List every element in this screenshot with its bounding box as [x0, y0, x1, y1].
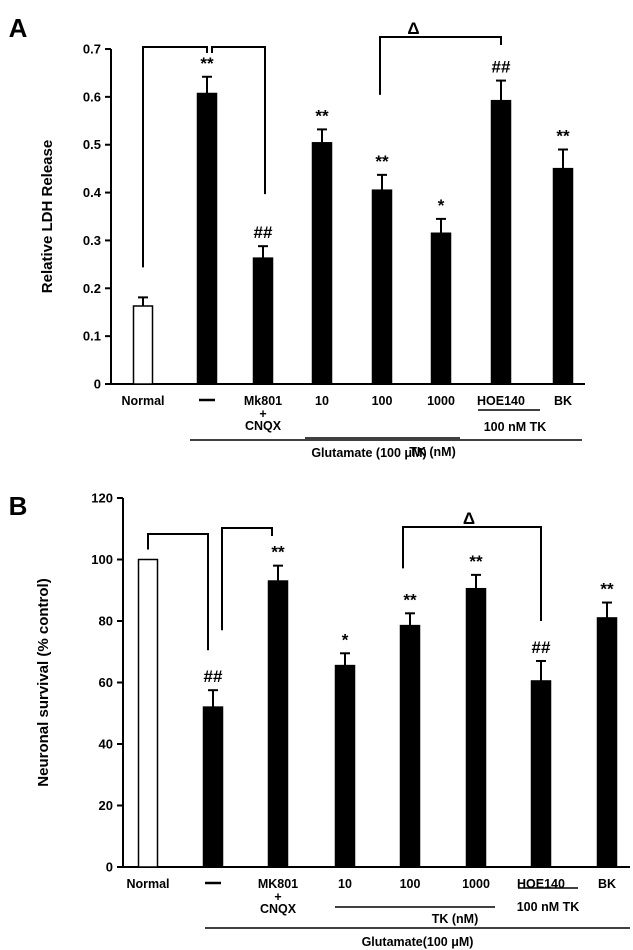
panel-label: A [9, 13, 28, 43]
category-label: 100 [400, 877, 421, 891]
category-label: Mk801 [244, 394, 282, 408]
comparison-bracket-delta [402, 526, 542, 621]
bar [490, 99, 512, 385]
significance-label: * [438, 196, 445, 215]
y-tick-label: 80 [99, 614, 113, 629]
bar [552, 167, 574, 385]
bar [430, 232, 452, 385]
panel-label: B [9, 491, 28, 521]
y-tick-label: 0.6 [83, 89, 101, 104]
category-label: Normal [126, 877, 169, 891]
category-label: 10 [315, 394, 329, 408]
comparison-delta-marker: Δ [463, 509, 475, 528]
significance-label: ** [271, 543, 285, 562]
bar [267, 580, 289, 868]
category-label: 1000 [427, 394, 455, 408]
category-label: Normal [121, 394, 164, 408]
category-sublabel: CNQX [260, 902, 297, 916]
category-label: 1000 [462, 877, 490, 891]
y-tick-label: 0.3 [83, 233, 101, 248]
comparison-bracket [142, 46, 208, 268]
comparison-bracket [147, 533, 209, 651]
group-label-tk: TK (nM) [432, 912, 479, 926]
y-tick-label: 0 [106, 860, 113, 875]
bar [252, 257, 274, 385]
y-tick-label: 60 [99, 675, 113, 690]
category-label: 100 [372, 394, 393, 408]
significance-label: ** [375, 152, 389, 171]
bar [202, 706, 224, 868]
category-label: MK801 [258, 877, 298, 891]
bar [399, 624, 421, 868]
y-tick-label: 0.5 [83, 137, 101, 152]
category-label: HOE140 [517, 877, 565, 891]
significance-label: ## [204, 667, 223, 686]
bar [334, 664, 356, 868]
group-label-glutamate: Glutamate(100 μM) [362, 935, 474, 949]
comparison-bracket [221, 527, 273, 631]
comparison-bracket-delta [379, 36, 502, 95]
y-tick-label: 20 [99, 798, 113, 813]
y-tick-label: 0.4 [83, 185, 102, 200]
category-label: HOE140 [477, 394, 525, 408]
bar [465, 587, 487, 868]
bar [196, 92, 218, 385]
comparison-delta-marker: Δ [407, 19, 419, 38]
significance-label: ** [315, 106, 329, 125]
significance-label: ** [556, 127, 570, 146]
category-sublabel: + [259, 407, 266, 421]
significance-label: ## [254, 223, 273, 242]
group-label-tk: TK (nM) [409, 445, 456, 459]
group-label-hoe: 100 nM TK [517, 900, 580, 914]
y-tick-label: 0.2 [83, 281, 101, 296]
bar [530, 680, 552, 868]
significance-label: ** [403, 590, 417, 609]
category-sublabel: + [274, 890, 281, 904]
bar [371, 189, 393, 385]
bar [596, 617, 618, 868]
y-axis-label: Neuronal survival (% control) [35, 578, 52, 786]
y-tick-label: 40 [99, 737, 113, 752]
significance-label: * [342, 630, 349, 649]
significance-label: ** [200, 54, 214, 73]
significance-label: ## [532, 638, 551, 657]
y-tick-label: 120 [91, 491, 113, 506]
category-label: BK [554, 394, 572, 408]
category-sublabel: CNQX [245, 419, 282, 433]
y-tick-label: 100 [91, 552, 113, 567]
group-label-glutamate: Glutamate (100 μM) [311, 446, 426, 460]
category-label: 10 [338, 877, 352, 891]
bar [137, 558, 159, 868]
bar [132, 305, 154, 385]
category-label: BK [598, 877, 616, 891]
group-label-hoe: 100 nM TK [484, 420, 547, 434]
y-tick-label: 0.1 [83, 329, 101, 344]
y-tick-label: 0 [94, 377, 101, 392]
y-tick-label: 0.7 [83, 42, 101, 57]
significance-label: ## [492, 58, 511, 77]
significance-label: ** [469, 552, 483, 571]
significance-label: ** [600, 580, 614, 599]
y-axis-label: Relative LDH Release [39, 140, 56, 293]
bar [311, 142, 333, 385]
comparison-bracket [211, 46, 266, 195]
